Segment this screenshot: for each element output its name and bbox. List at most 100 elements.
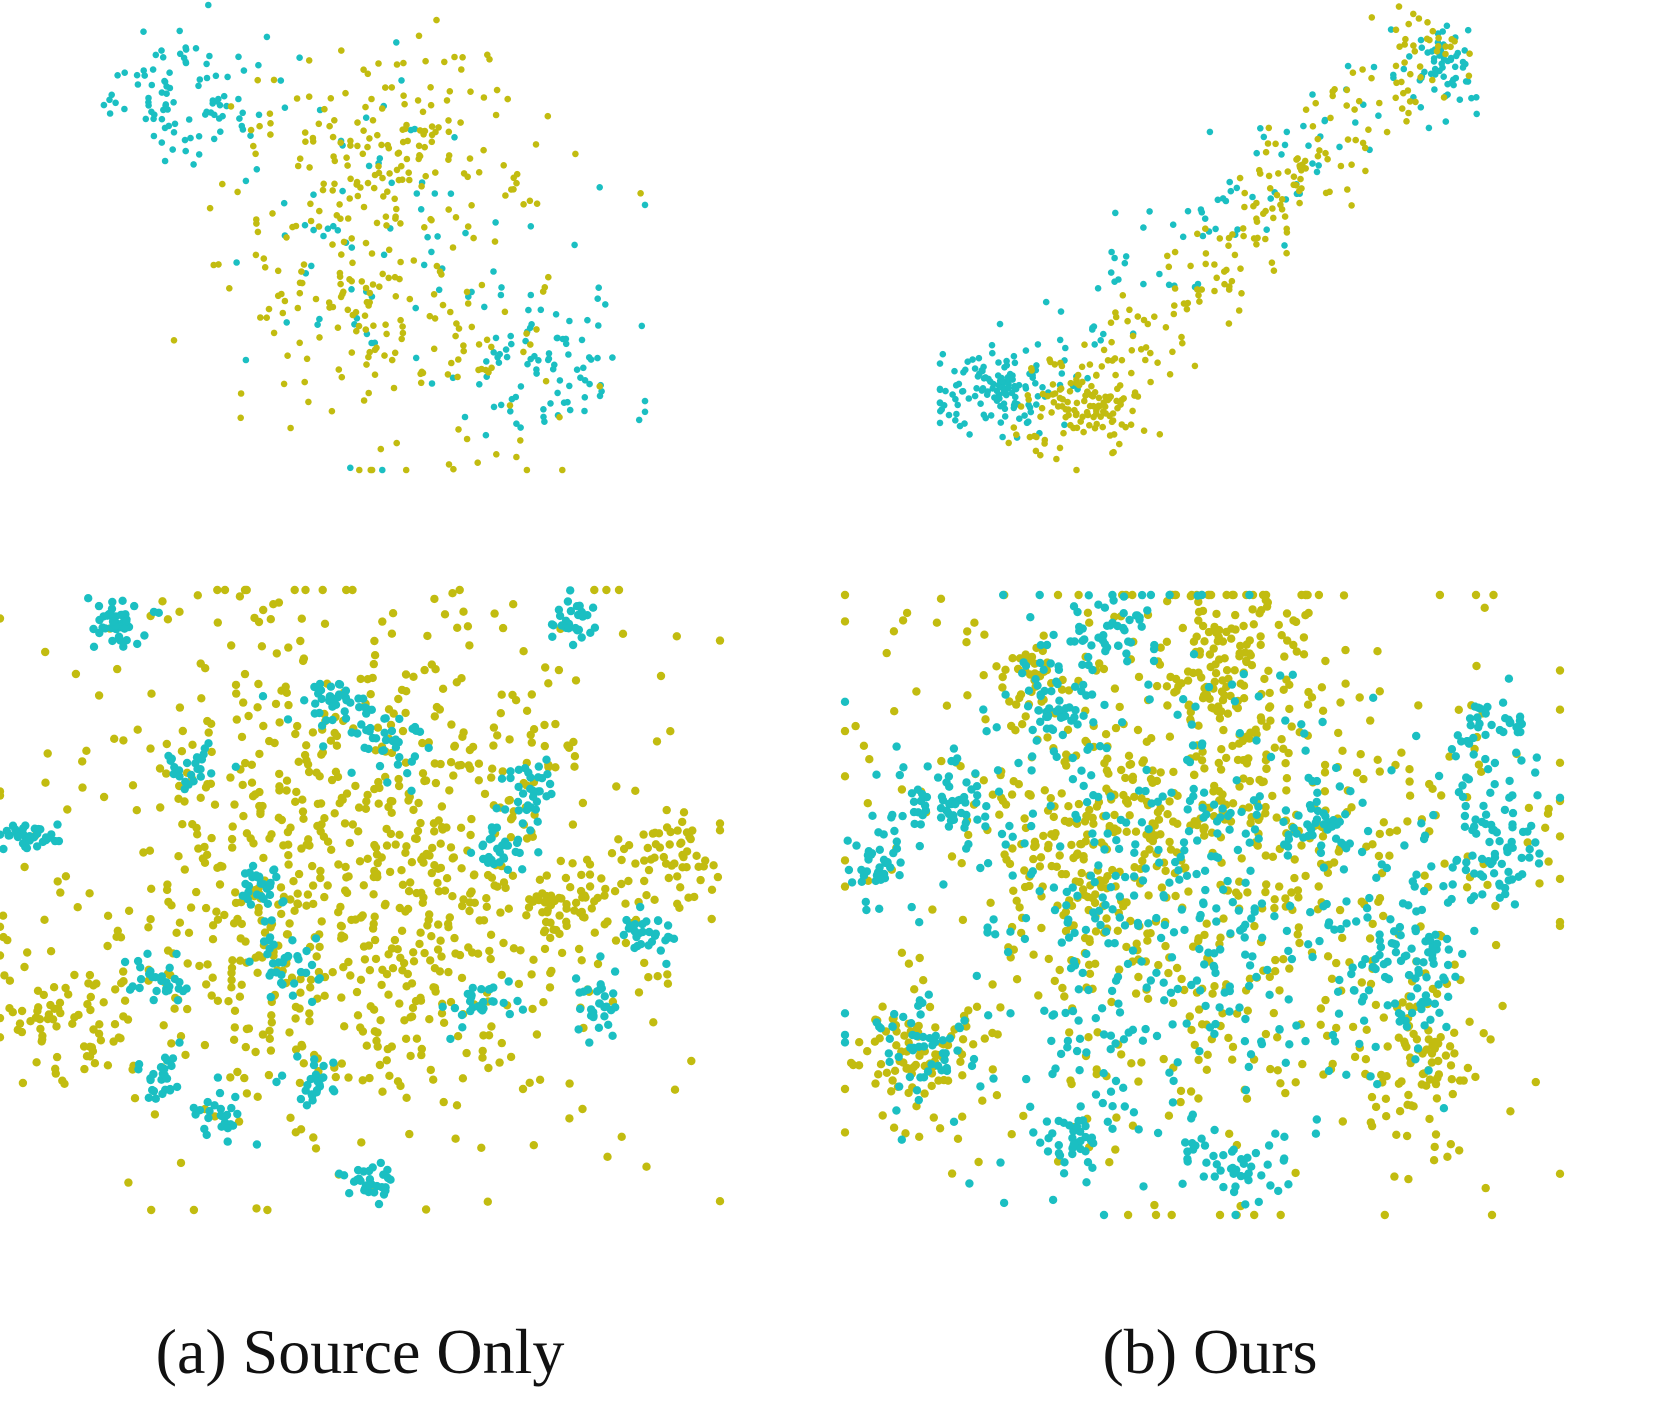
scatter-point bbox=[1366, 1072, 1375, 1081]
scatter-point bbox=[1371, 1000, 1381, 1010]
scatter-point bbox=[376, 1158, 385, 1168]
scatter-point bbox=[1263, 965, 1272, 975]
scatter-point bbox=[1194, 597, 1203, 607]
scatter-point bbox=[1191, 702, 1200, 711]
scatter-point bbox=[340, 819, 350, 828]
scatter-point bbox=[1291, 1078, 1300, 1087]
scatter-point bbox=[406, 1051, 415, 1061]
scatter-point bbox=[1152, 913, 1161, 923]
scatter-point bbox=[1033, 681, 1042, 690]
scatter-point bbox=[840, 1009, 850, 1018]
scatter-point bbox=[546, 968, 555, 978]
scatter-point bbox=[909, 1063, 918, 1072]
scatter-point bbox=[1531, 768, 1540, 777]
scatter-point bbox=[497, 291, 505, 299]
scatter-point bbox=[887, 1087, 896, 1096]
scatter-point bbox=[1067, 379, 1075, 387]
scatter-point bbox=[565, 1114, 574, 1123]
scatter-point bbox=[479, 854, 488, 864]
scatter-point bbox=[1015, 381, 1023, 389]
scatter-point bbox=[1080, 635, 1089, 644]
scatter-point bbox=[643, 843, 652, 853]
scatter-point bbox=[113, 926, 123, 935]
scatter-point bbox=[1079, 855, 1088, 864]
scatter-point bbox=[1085, 935, 1094, 944]
scatter-point bbox=[1201, 215, 1209, 222]
scatter-point bbox=[1101, 927, 1111, 936]
series-a-bottom-1 bbox=[0, 586, 679, 1209]
scatter-point bbox=[1273, 1066, 1283, 1075]
scatter-point bbox=[388, 356, 396, 364]
scatter-point bbox=[1008, 832, 1017, 841]
scatter-point bbox=[1279, 685, 1288, 694]
scatter-point bbox=[356, 913, 365, 922]
scatter-point bbox=[513, 996, 522, 1006]
scatter-point bbox=[1195, 1047, 1204, 1056]
scatter-point bbox=[874, 828, 883, 837]
scatter-point bbox=[670, 1085, 680, 1094]
scatter-point bbox=[1144, 891, 1153, 900]
scatter-point bbox=[413, 190, 421, 197]
scatter-point bbox=[382, 841, 392, 850]
scatter-point bbox=[236, 934, 245, 943]
scatter-point bbox=[1119, 1035, 1129, 1044]
scatter-point bbox=[365, 389, 373, 397]
scatter-point bbox=[1448, 1089, 1458, 1099]
scatter-point bbox=[925, 1034, 934, 1043]
scatter-point bbox=[348, 349, 356, 356]
scatter-point bbox=[1141, 1024, 1150, 1034]
scatter-point bbox=[459, 728, 468, 737]
scatter-point bbox=[255, 787, 264, 797]
scatter-point bbox=[485, 946, 494, 956]
scatter-point bbox=[283, 319, 291, 326]
scatter-point bbox=[715, 1197, 725, 1206]
scatter-point bbox=[1065, 406, 1072, 413]
scatter-point bbox=[892, 1106, 901, 1115]
scatter-point bbox=[377, 980, 386, 990]
scatter-point bbox=[1089, 718, 1098, 727]
scatter-point bbox=[578, 798, 588, 808]
scatter-point bbox=[357, 1138, 366, 1147]
scatter-point bbox=[1100, 603, 1110, 612]
scatter-point bbox=[1376, 942, 1386, 952]
scatter-point bbox=[1036, 641, 1046, 650]
scatter-point bbox=[0, 951, 5, 960]
scatter-point bbox=[1348, 1022, 1358, 1032]
scatter-point bbox=[89, 981, 98, 990]
scatter-point bbox=[1104, 357, 1112, 364]
scatter-point bbox=[393, 166, 401, 174]
scatter-point bbox=[1120, 921, 1130, 930]
scatter-point bbox=[1256, 632, 1265, 641]
scatter-point bbox=[957, 808, 966, 818]
scatter-point bbox=[1361, 144, 1369, 152]
scatter-point bbox=[254, 228, 262, 236]
scatter-point bbox=[465, 906, 474, 916]
scatter-point bbox=[1250, 921, 1259, 931]
scatter-point bbox=[1474, 703, 1483, 712]
scatter-point bbox=[448, 359, 455, 367]
scatter-point bbox=[123, 1015, 133, 1024]
scatter-point bbox=[1271, 955, 1280, 965]
scatter-point bbox=[1246, 818, 1255, 828]
scatter-point bbox=[868, 811, 877, 820]
scatter-point bbox=[480, 789, 490, 799]
scatter-point bbox=[362, 709, 371, 718]
scatter-point bbox=[282, 776, 292, 785]
scatter-point bbox=[1405, 109, 1412, 117]
scatter-point bbox=[356, 1176, 365, 1186]
scatter-point bbox=[320, 892, 329, 902]
scatter-point bbox=[168, 1054, 178, 1063]
scatter-point bbox=[379, 174, 386, 182]
scatter-point bbox=[1395, 1107, 1405, 1116]
scatter-point bbox=[334, 1169, 344, 1178]
scatter-point bbox=[1497, 859, 1507, 869]
scatter-point bbox=[534, 762, 543, 771]
scatter-point bbox=[1009, 376, 1016, 383]
scatter-point bbox=[384, 950, 393, 959]
scatter-point bbox=[586, 380, 593, 388]
scatter-point bbox=[417, 206, 425, 213]
scatter-point bbox=[1108, 338, 1115, 346]
scatter-point bbox=[436, 863, 446, 873]
scatter-point bbox=[240, 869, 250, 878]
scatter-point bbox=[1098, 893, 1107, 902]
